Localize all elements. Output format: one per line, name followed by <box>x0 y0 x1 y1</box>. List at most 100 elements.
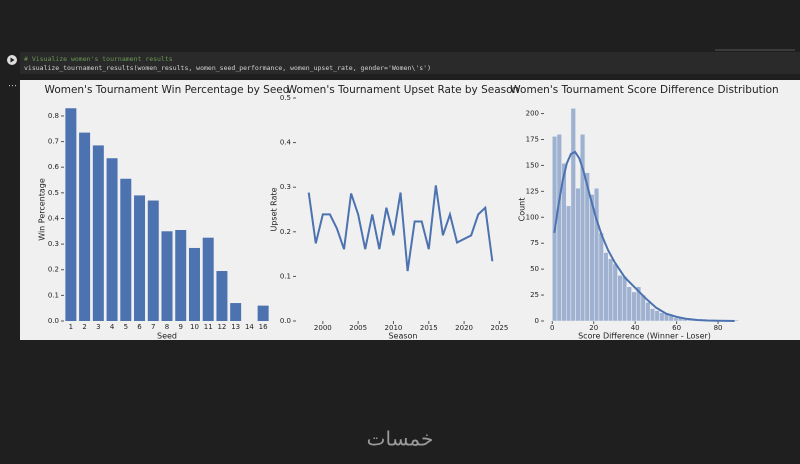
hist-bar <box>654 310 660 322</box>
bar <box>188 247 200 321</box>
bar <box>106 158 118 321</box>
y-axis-label: Count <box>518 198 527 222</box>
x-tick-label: 60 <box>672 324 681 332</box>
x-tick-label: 80 <box>714 324 723 332</box>
bar <box>230 303 242 321</box>
x-tick-label: 0 <box>550 324 554 332</box>
x-tick-label: 2010 <box>385 324 403 332</box>
hist-bar <box>589 194 595 322</box>
y-tick-label: 200 <box>526 110 539 118</box>
x-axis-label: Score Difference (Winner - Loser) <box>578 332 711 341</box>
x-tick-label: 8 <box>165 323 169 331</box>
code-comment: # Visualize women's tournament results <box>24 55 173 63</box>
x-tick-label: 2 <box>82 323 86 331</box>
chart-title: Women's Tournament Upset Rate by Season <box>287 84 519 96</box>
y-tick-label: 0.6 <box>48 163 60 171</box>
y-tick-label: 150 <box>526 161 539 169</box>
hist-bar <box>566 205 572 322</box>
hist-bar <box>570 108 576 322</box>
chart-title: Women's Tournament Score Difference Dist… <box>510 84 778 96</box>
y-tick-label: 125 <box>526 187 539 195</box>
hist-bar <box>621 276 628 322</box>
y-tick-label: 0.5 <box>48 189 59 197</box>
bar <box>147 200 159 321</box>
chart-title: Women's Tournament Win Percentage by See… <box>45 84 290 96</box>
x-tick-label: 2020 <box>455 324 473 332</box>
x-tick-label: 10 <box>190 323 199 331</box>
bar <box>202 237 214 321</box>
y-tick-label: 0.2 <box>48 266 59 274</box>
hist-bar <box>659 312 665 322</box>
x-tick-label: 2025 <box>490 324 508 332</box>
bar <box>120 178 132 321</box>
output-menu[interactable]: ⋯ <box>8 82 17 92</box>
y-tick-label: 0 <box>535 317 539 325</box>
bar <box>161 231 173 321</box>
code-line: visualize_tournament_results(women_resul… <box>24 64 431 72</box>
hist-bar <box>603 252 609 322</box>
y-tick-label: 0.1 <box>280 272 291 280</box>
y-tick-label: 0.3 <box>280 183 291 191</box>
y-tick-label: 0.7 <box>48 138 59 146</box>
line <box>307 185 494 272</box>
x-tick-label: 16 <box>259 323 268 331</box>
run-icon <box>10 57 15 63</box>
y-tick-label: 0.0 <box>280 317 291 325</box>
x-tick-label: 6 <box>137 323 142 331</box>
bar <box>216 271 228 321</box>
code-cell <box>20 52 800 74</box>
x-tick-label: 5 <box>124 323 128 331</box>
x-tick-label: 3 <box>96 323 100 331</box>
hist-bar <box>626 286 632 322</box>
kde-line <box>553 150 735 322</box>
bar <box>92 145 104 321</box>
y-tick-label: 0.4 <box>280 139 292 147</box>
bar <box>175 230 187 321</box>
hist-bar <box>645 302 651 322</box>
y-tick-label: 0.0 <box>48 317 59 325</box>
hist-bar <box>649 308 656 322</box>
y-tick-label: 75 <box>530 239 539 247</box>
x-tick-label: 14 <box>245 323 254 331</box>
hist-bar <box>733 319 740 322</box>
hist-bar <box>640 294 646 322</box>
y-tick-label: 0.5 <box>280 94 291 102</box>
hist-bar <box>612 263 618 322</box>
x-tick-label: 9 <box>178 323 182 331</box>
y-tick-label: 0.2 <box>280 228 291 236</box>
x-tick-label: 2005 <box>349 324 367 332</box>
y-tick-label: 0.8 <box>48 112 59 120</box>
hist-bar <box>556 134 562 322</box>
x-tick-label: 2015 <box>420 324 438 332</box>
hist-bar <box>607 258 614 322</box>
y-tick-label: 175 <box>526 135 539 143</box>
hist-bar <box>598 232 604 322</box>
y-tick-label: 0.1 <box>48 291 59 299</box>
y-tick-label: 0.4 <box>48 214 60 222</box>
y-axis-label: Win Percentage <box>38 178 47 241</box>
bar <box>134 195 146 321</box>
x-tick-label: 7 <box>151 323 155 331</box>
x-tick-label: 11 <box>204 323 213 331</box>
watermark: خمسات <box>367 427 434 451</box>
bar <box>65 108 77 322</box>
x-tick-label: 4 <box>110 323 115 331</box>
hist-bar <box>575 187 581 322</box>
hist-bar <box>617 275 623 322</box>
y-tick-label: 25 <box>530 291 539 299</box>
x-axis-label: Season <box>388 332 417 341</box>
charts: Women's Tournament Win Percentage by See… <box>38 84 779 341</box>
x-axis-label: Seed <box>157 332 177 341</box>
hist-bar <box>673 317 679 322</box>
x-tick-label: 13 <box>231 323 240 331</box>
x-tick-label: 12 <box>217 323 226 331</box>
bar <box>257 305 269 321</box>
x-tick-label: 2000 <box>314 324 332 332</box>
y-axis-label: Upset Rate <box>270 187 279 231</box>
x-tick-label: 20 <box>589 324 598 332</box>
hist-bar <box>594 187 600 322</box>
y-tick-label: 100 <box>526 213 539 221</box>
y-tick-label: 50 <box>530 265 539 273</box>
